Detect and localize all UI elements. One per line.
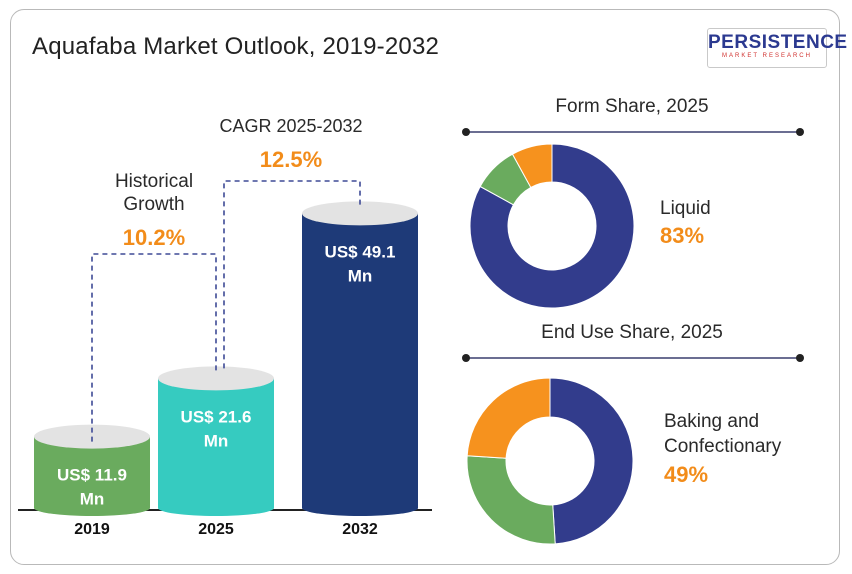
donut1-highlight-value: 83% [660, 223, 704, 248]
bar-cap-2025 [158, 366, 274, 391]
donut2-slice-0 [549, 377, 634, 545]
annotation-label: Growth [123, 194, 184, 215]
end-use-share-rule-dot [796, 354, 804, 362]
annotation-label: CAGR 2025-2032 [219, 116, 362, 136]
end-use-share-title: End Use Share, 2025 [541, 322, 723, 343]
bar-value-label: Mn [80, 490, 105, 509]
logo-tagline: MARKET RESEARCH [722, 53, 812, 59]
bar-value-label: US$ 11.9 [57, 466, 127, 485]
donut2-highlight-label: Baking and [664, 411, 759, 432]
persistence-logo: PERSISTENCE MARKET RESEARCH [707, 28, 848, 68]
annotation-label: Historical [115, 171, 193, 192]
logo-name: PERSISTENCE [708, 32, 848, 53]
donut2-slice-2 [466, 377, 551, 459]
bar-value-label: US$ 49.1 [325, 242, 396, 261]
donut1-slice-2 [511, 143, 553, 189]
x-tick-label: 2019 [74, 521, 110, 538]
form-share-rule-dot [462, 128, 470, 136]
donut2-highlight-value: 49% [664, 462, 708, 487]
donut2-highlight-label: Confectionary [664, 436, 782, 457]
bar-value-label: Mn [348, 266, 373, 285]
bar-base-2019 [34, 500, 150, 516]
donut1-slice-0 [469, 143, 635, 309]
annotation-value: 12.5% [260, 147, 322, 172]
page-title: Aquafaba Market Outlook, 2019-2032 [32, 33, 440, 60]
bar-value-label: Mn [204, 431, 229, 450]
bar-2032 [302, 213, 418, 508]
donut1-highlight-label: Liquid [660, 198, 711, 219]
bar-base-2032 [302, 500, 418, 516]
annotation-value: 10.2% [123, 225, 185, 250]
form-share-rule-dot [796, 128, 804, 136]
x-tick-label: 2032 [342, 521, 378, 538]
form-share-title: Form Share, 2025 [555, 96, 708, 117]
bar-base-2025 [158, 500, 274, 516]
bar-cap-2032 [302, 201, 418, 226]
bar-2025 [158, 378, 274, 508]
bar-value-label: US$ 21.6 [181, 407, 252, 426]
historical-growth-connector [91, 253, 217, 442]
end-use-share-rule-dot [462, 354, 470, 362]
x-tick-label: 2025 [198, 521, 234, 538]
cagr-connector [223, 180, 361, 369]
donut2-slice-1 [466, 455, 556, 545]
